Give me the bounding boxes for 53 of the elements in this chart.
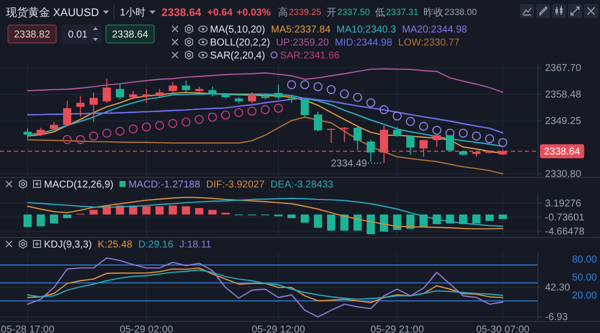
text: 高: [278, 6, 288, 18]
x-tick-label: 05-29 02:00: [120, 324, 174, 333]
chart-title: 现货黄金 XAUUSD: [6, 6, 99, 19]
y-tick-label: -6.93: [545, 312, 568, 324]
y-tick-label: -0.73601: [545, 212, 585, 224]
ref-line-label: 2338.64: [544, 146, 581, 158]
text: MID:2344.98: [334, 38, 393, 48]
text: BOLL(20,2,2): [210, 38, 270, 48]
y-tick-label: 2367.70: [545, 62, 582, 74]
y-tick-label: -4.66478: [545, 226, 585, 238]
text: MA5:2337.84: [271, 24, 331, 36]
text: 2339.25: [288, 7, 322, 18]
y-tick-label: 3.19276: [545, 198, 582, 210]
price-field: 2338.82: [8, 24, 57, 44]
x-tick-label: 05-30 07:00: [476, 324, 530, 333]
text: UP:2359.20: [276, 38, 330, 48]
text: 2338.64: [161, 6, 202, 19]
series-label: J:18.11: [179, 240, 212, 250]
x-tick-label: 05-29 21:00: [370, 324, 424, 333]
text: K:25.48: [98, 240, 133, 250]
text: +0.64: [207, 8, 233, 18]
y-tick-label: 2330.80: [545, 168, 582, 180]
ref-line-label: 20.00: [572, 290, 598, 302]
series-label: DIF:-3.92027: [206, 180, 265, 190]
text: KDJ(9,3,3): [44, 240, 92, 250]
legend-label: SAR:2341.66: [280, 50, 340, 62]
annotation: 2334.49: [330, 158, 368, 170]
legend-label: MACD:-1.27188: [128, 180, 201, 190]
text: 开: [326, 8, 336, 18]
text: 低: [374, 8, 385, 18]
y-tick-label: 2349.25: [545, 116, 582, 127]
x-tick-label: 05-28 17:00: [0, 324, 55, 333]
ref-line-label: 50.00: [572, 272, 598, 284]
x-tick-label: 05-29 12:00: [252, 324, 306, 333]
text: LOW:2330.77: [398, 38, 460, 48]
y-tick-label: 42.30: [545, 282, 570, 294]
text: 2338.00: [444, 7, 477, 18]
text: MA20:2344.98: [402, 24, 468, 36]
chart-subtitle: 1小时: [120, 6, 146, 18]
text: 2337.50: [337, 7, 370, 18]
ref-line-label: 80.00: [572, 254, 598, 266]
text: +0.03%: [236, 8, 271, 18]
quantity-field: 0.01: [62, 24, 102, 44]
text: 昨收: [423, 6, 444, 18]
text: 2337.31: [386, 7, 418, 18]
series-label: DEA:-3.28433: [270, 180, 334, 190]
text: MA(5,10,20): [210, 24, 266, 36]
price-field: 2338.64: [106, 24, 155, 44]
y-tick-label: 2358.48: [545, 89, 582, 100]
text: MACD(12,26,9): [44, 180, 114, 190]
text: D:29.16: [138, 240, 174, 250]
text: MA10:2340.3: [336, 24, 396, 36]
text: SAR(2,20,4): [210, 50, 266, 62]
